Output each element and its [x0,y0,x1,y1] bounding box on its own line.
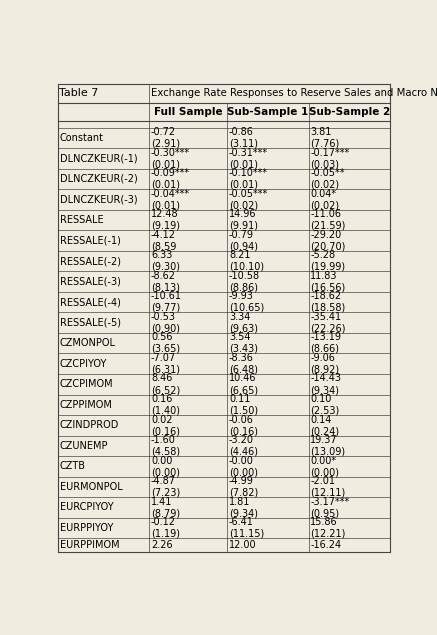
Text: 0.10
(2.53): 0.10 (2.53) [310,394,340,415]
Text: Constant: Constant [60,133,104,143]
Text: -0.00
(0.00): -0.00 (0.00) [229,455,258,477]
Text: -0.12
(1.19): -0.12 (1.19) [151,517,180,538]
Text: 19.37
(13.09): 19.37 (13.09) [310,435,345,457]
Text: 0.00*
(0.00): 0.00* (0.00) [310,455,339,477]
Text: -0.53
(0.90): -0.53 (0.90) [151,312,180,333]
Text: 3.81
(7.76): 3.81 (7.76) [310,127,340,149]
Text: EURCPIYOY: EURCPIYOY [60,502,113,512]
Text: Exchange Rate Responses to Reserve Sales and Macro News: Exchange Rate Responses to Reserve Sales… [151,88,437,98]
Text: -4.12
(8.59: -4.12 (8.59 [151,230,177,251]
Text: -3.17***
(0.95): -3.17*** (0.95) [310,497,350,518]
Text: EURMONPOL: EURMONPOL [60,482,122,492]
Text: -0.72
(2.91): -0.72 (2.91) [151,127,180,149]
Text: 12.48
(9.19): 12.48 (9.19) [151,209,180,231]
Text: -4.99
(7.82): -4.99 (7.82) [229,476,258,498]
Text: -11.06
(21.59): -11.06 (21.59) [310,209,346,231]
Text: -0.05***
(0.02): -0.05*** (0.02) [229,189,268,210]
Text: RESSALE(-2): RESSALE(-2) [60,256,121,266]
Text: 3.54
(3.43): 3.54 (3.43) [229,332,258,354]
Text: -5.28
(19.99): -5.28 (19.99) [310,250,345,272]
Text: -2.01
(12.11): -2.01 (12.11) [310,476,346,498]
Text: 1.81
(9.34): 1.81 (9.34) [229,497,258,518]
Text: -10.61
(9.77): -10.61 (9.77) [151,291,182,313]
Text: 0.00
(0.00): 0.00 (0.00) [151,455,180,477]
Text: -13.19
(8.66): -13.19 (8.66) [310,332,341,354]
Text: DLNCZKEUR(-1): DLNCZKEUR(-1) [60,153,137,163]
Text: RESSALE: RESSALE [60,215,103,225]
Text: 2.26: 2.26 [151,540,173,550]
Text: -16.24: -16.24 [310,540,341,550]
Text: -4.87
(7.23): -4.87 (7.23) [151,476,180,498]
Text: Sub-Sample 2: Sub-Sample 2 [309,107,390,117]
Text: -0.04***
(0.01): -0.04*** (0.01) [151,189,190,210]
Text: 0.02
(0.16): 0.02 (0.16) [151,415,180,436]
Text: -35.41
(22.26): -35.41 (22.26) [310,312,346,333]
Text: 1.41
(8.79): 1.41 (8.79) [151,497,180,518]
Text: -14.43
(9.34): -14.43 (9.34) [310,373,341,395]
Text: 0.11
(1.50): 0.11 (1.50) [229,394,258,415]
Text: -10.58
(8.86): -10.58 (8.86) [229,271,260,292]
Text: CZTB: CZTB [60,462,86,471]
Text: CZMONPOL: CZMONPOL [60,338,116,348]
Text: 14.96
(9.91): 14.96 (9.91) [229,209,258,231]
Text: -0.06
(0.16): -0.06 (0.16) [229,415,258,436]
Text: CZCPIYOY: CZCPIYOY [60,359,107,369]
Text: RESSALE(-3): RESSALE(-3) [60,277,121,286]
Text: Table 7: Table 7 [59,88,99,98]
Text: 8.21
(10.10): 8.21 (10.10) [229,250,264,272]
Text: -0.10***
(0.01): -0.10*** (0.01) [229,168,268,190]
Text: -7.07
(6.31): -7.07 (6.31) [151,353,180,375]
Text: 0.16
(1.40): 0.16 (1.40) [151,394,180,415]
Text: -0.17***
(0.03): -0.17*** (0.03) [310,147,350,169]
Text: -8.62
(8.13): -8.62 (8.13) [151,271,180,292]
Text: -8.36
(6.48): -8.36 (6.48) [229,353,258,375]
Text: -1.60
(4.58): -1.60 (4.58) [151,435,180,457]
Text: EURPPIYOY: EURPPIYOY [60,523,113,533]
Text: -0.09***
(0.01): -0.09*** (0.01) [151,168,190,190]
Text: Full Sample: Full Sample [154,107,222,117]
Text: CZUNEMP: CZUNEMP [60,441,108,451]
Text: 6.33
(9.30): 6.33 (9.30) [151,250,180,272]
Text: -0.05**
(0.02): -0.05** (0.02) [310,168,345,190]
Text: CZCPIMOM: CZCPIMOM [60,379,113,389]
Text: -0.31***
(0.01): -0.31*** (0.01) [229,147,268,169]
Text: RESSALE(-4): RESSALE(-4) [60,297,121,307]
Text: -9.06
(8.92): -9.06 (8.92) [310,353,340,375]
Text: EURPPIMOM: EURPPIMOM [60,540,119,550]
Text: 0.14
(0.24): 0.14 (0.24) [310,415,340,436]
Text: DLNCZKEUR(-2): DLNCZKEUR(-2) [60,174,138,184]
Text: 0.56
(3.65): 0.56 (3.65) [151,332,180,354]
Text: 12.00: 12.00 [229,540,257,550]
Text: -3.20
(4.46): -3.20 (4.46) [229,435,258,457]
Text: Sub-Sample 1: Sub-Sample 1 [227,107,309,117]
Text: -9.93
(10.65): -9.93 (10.65) [229,291,264,313]
Text: CZPPIMOM: CZPPIMOM [60,400,113,410]
Text: -0.86
(3.11): -0.86 (3.11) [229,127,258,149]
Text: -18.62
(18.58): -18.62 (18.58) [310,291,346,313]
Text: -29.20
(20.70): -29.20 (20.70) [310,230,346,251]
Text: -0.30***
(0.01): -0.30*** (0.01) [151,147,190,169]
Text: -6.41
(11.15): -6.41 (11.15) [229,517,264,538]
Text: -0.79
(0.94): -0.79 (0.94) [229,230,258,251]
Text: DLNCZKEUR(-3): DLNCZKEUR(-3) [60,194,137,204]
Text: 0.04*
(0.02): 0.04* (0.02) [310,189,340,210]
Text: 3.34
(9.63): 3.34 (9.63) [229,312,258,333]
Text: 11.83
(16.56): 11.83 (16.56) [310,271,346,292]
Text: 15.86
(12.21): 15.86 (12.21) [310,517,346,538]
Text: 10.46
(6.65): 10.46 (6.65) [229,373,258,395]
Text: 8.46
(6.52): 8.46 (6.52) [151,373,180,395]
Text: CZINDPROD: CZINDPROD [60,420,119,431]
Text: RESSALE(-1): RESSALE(-1) [60,236,121,246]
Text: RESSALE(-5): RESSALE(-5) [60,318,121,328]
